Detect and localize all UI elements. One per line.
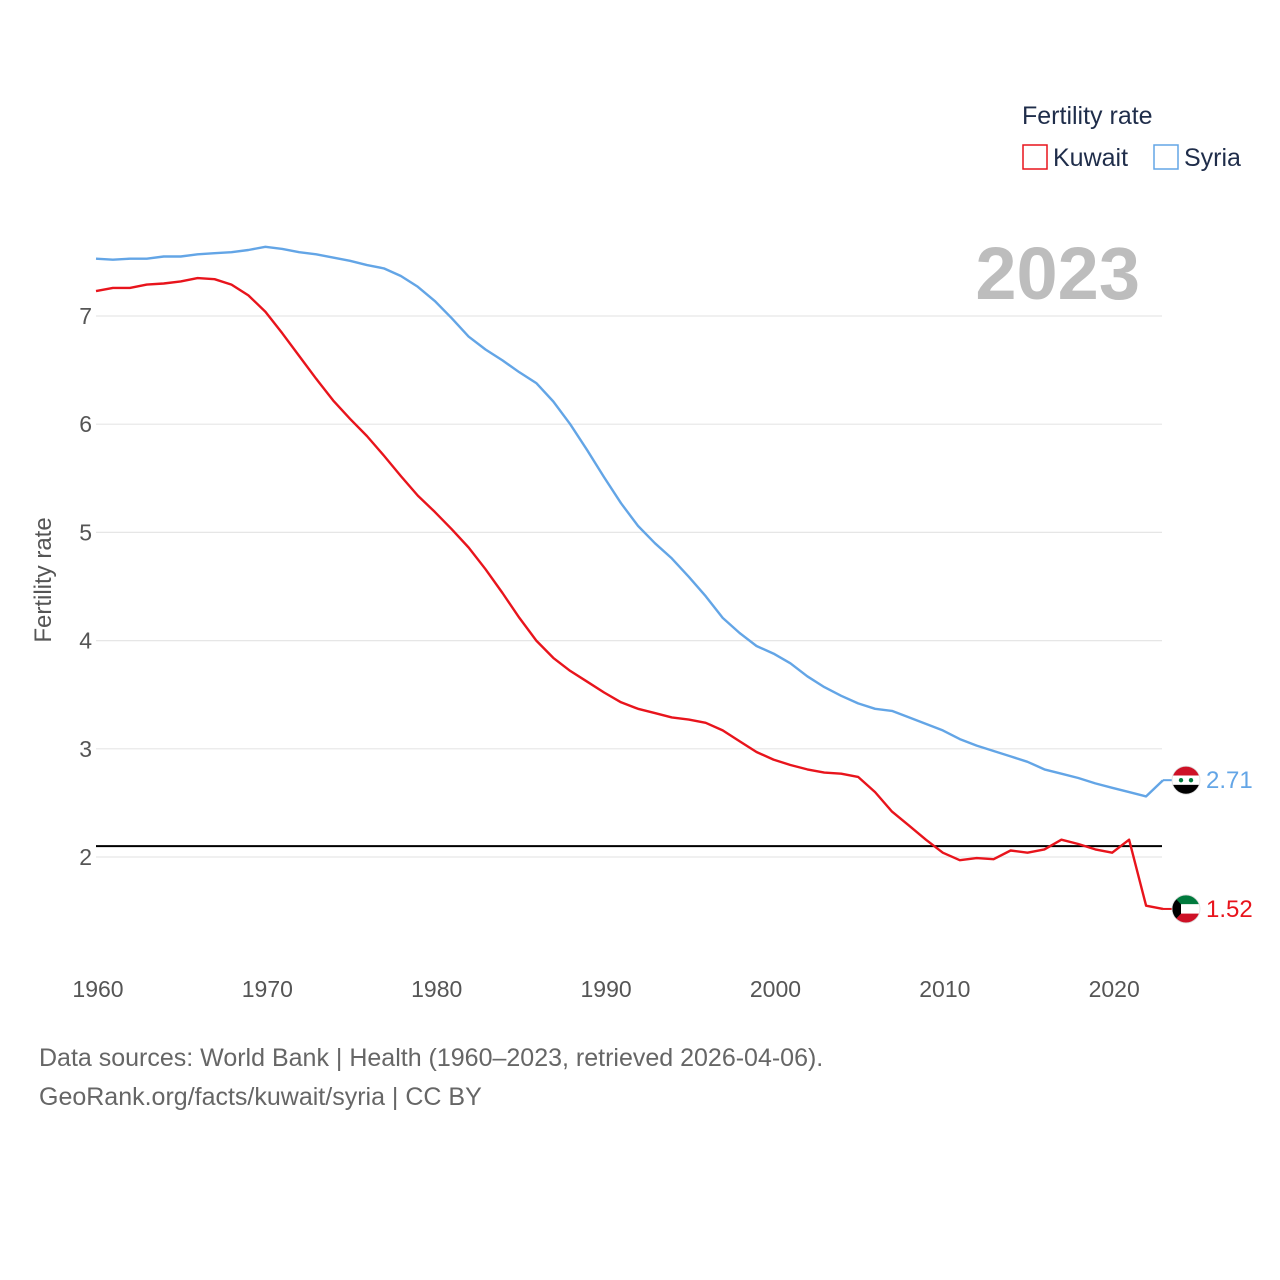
x-tick-label: 1990 [581,976,632,1002]
legend-label-syria: Syria [1184,144,1241,172]
y-tick-label: 7 [79,303,92,329]
x-tick-label: 2020 [1089,976,1140,1002]
y-tick-label: 6 [79,411,92,437]
legend-swatch-syria [1153,144,1179,170]
legend-item-kuwait[interactable]: Kuwait [1022,144,1128,172]
y-axis-title: Fertility rate [30,517,57,642]
kuwait-flag-icon [1171,894,1201,924]
x-tick-label: 1980 [411,976,462,1002]
x-tick-label: 2000 [750,976,801,1002]
end-label-syria: 2.71 [1206,767,1253,794]
legend-swatch-kuwait [1022,144,1048,170]
legend-label-kuwait: Kuwait [1053,144,1128,172]
y-tick-label: 3 [79,736,92,762]
end-label-kuwait: 1.52 [1206,896,1253,923]
x-tick-label: 1960 [72,976,123,1002]
y-tick-label: 2 [79,844,92,870]
legend-item-syria[interactable]: Syria [1153,144,1241,172]
year-label: 2023 [975,232,1140,315]
series-lines [95,245,1172,911]
data-sources-text: Data sources: World Bank | Health (1960–… [39,1044,824,1072]
legend[interactable]: Fertility rate Kuwait Syria [1022,102,1241,172]
end-markers: 1.52 2.71 [1171,765,1253,924]
y-axis-ticks: 2 3 4 5 6 7 [79,303,92,870]
series-line-syria [95,245,1164,798]
source-link[interactable]: GeoRank.org/facts/kuwait/syria | CC BY [39,1083,482,1111]
syria-flag-icon [1171,765,1201,795]
series-line-kuwait [95,276,1164,911]
x-tick-label: 2010 [919,976,970,1002]
y-tick-label: 4 [79,628,92,654]
grid-lines [96,315,1162,858]
y-tick-label: 5 [79,519,92,545]
x-tick-label: 1970 [242,976,293,1002]
x-axis-ticks: 1960 1970 1980 1990 2000 2010 2020 [72,976,1139,1002]
legend-title: Fertility rate [1022,102,1153,130]
